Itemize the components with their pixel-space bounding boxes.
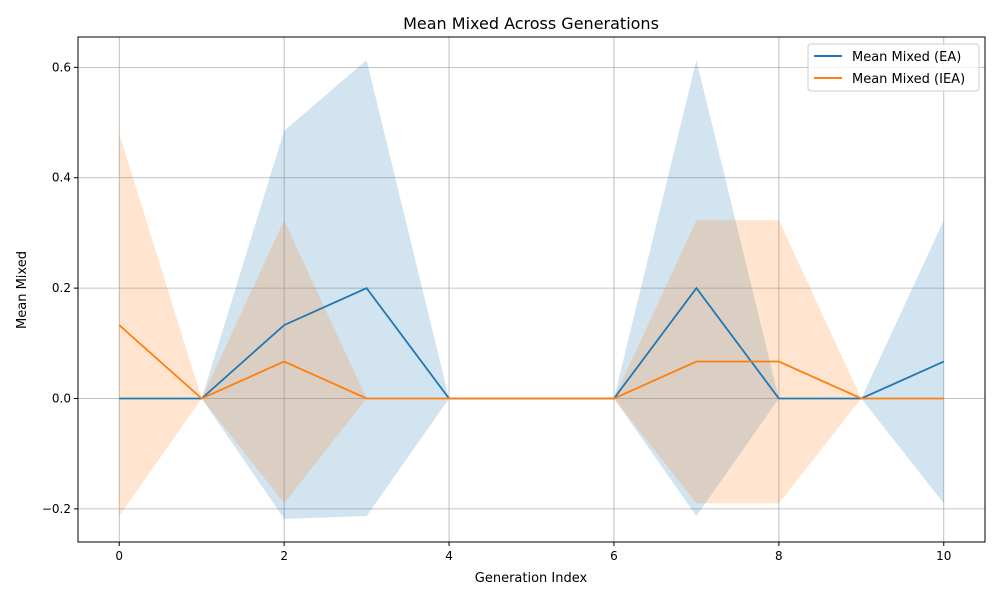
y-tick-label: 0.4 <box>52 171 71 185</box>
series-line-iea <box>118 324 944 400</box>
x-tick-label: 4 <box>445 549 453 563</box>
x-tick-label: 0 <box>115 549 123 563</box>
y-tick-label: 0.0 <box>52 392 71 406</box>
x-axis-ticks: 0 2 4 6 8 10 <box>115 542 951 563</box>
legend-label-ea: Mean Mixed (EA) <box>852 50 961 65</box>
x-tick-label: 8 <box>775 549 783 563</box>
y-axis-ticks: −0.2 0.0 0.2 0.4 0.6 <box>42 60 78 516</box>
series-lines <box>118 286 945 400</box>
plot-frame <box>77 36 986 543</box>
y-tick-label: 0.2 <box>52 281 71 295</box>
band-ea <box>119 60 944 519</box>
legend-label-iea: Mean Mixed (IEA) <box>852 72 965 87</box>
confidence-bands <box>119 60 944 519</box>
x-axis-label: Generation Index <box>475 571 588 586</box>
x-tick-label: 6 <box>610 549 618 563</box>
x-tick-label: 2 <box>280 549 288 563</box>
chart-title: Mean Mixed Across Generations <box>403 14 659 33</box>
y-axis-label: Mean Mixed <box>15 251 30 329</box>
legend: Mean Mixed (EA) Mean Mixed (IEA) <box>807 43 980 92</box>
band-iea <box>119 133 944 517</box>
legend-box <box>807 43 980 92</box>
x-tick-label: 10 <box>936 549 951 563</box>
y-tick-label: 0.6 <box>52 60 71 74</box>
y-tick-label: −0.2 <box>42 502 71 516</box>
